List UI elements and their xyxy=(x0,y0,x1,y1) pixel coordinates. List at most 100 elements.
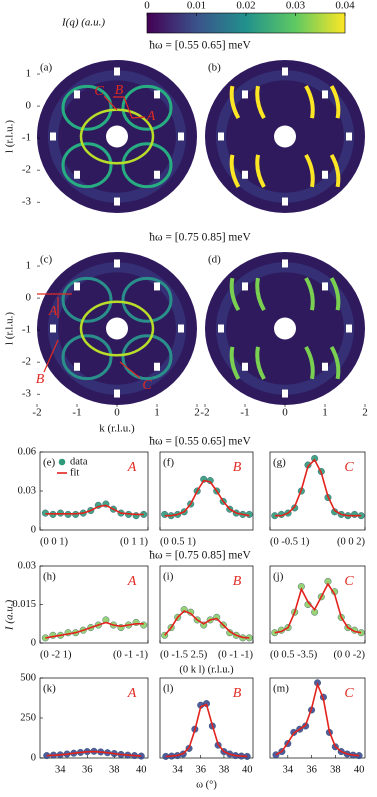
plot-frame xyxy=(159,451,254,531)
panel-label: (i) xyxy=(163,571,174,583)
x-tick-label: 36 xyxy=(306,764,317,775)
y-tick-label: 0 xyxy=(31,752,36,763)
masked-pixel xyxy=(322,90,328,99)
panel-label: (f) xyxy=(163,457,174,469)
panel-label: (d) xyxy=(208,254,221,266)
intensity-ring xyxy=(61,84,113,131)
data-point xyxy=(351,510,359,518)
fit-line xyxy=(45,621,144,639)
annotation: B xyxy=(233,574,242,589)
panel-label: (a) xyxy=(40,62,53,74)
x-tick-label: (0 -1 -1) xyxy=(113,649,148,660)
data-point xyxy=(140,621,148,629)
masked-pixel xyxy=(282,259,288,268)
center-hole xyxy=(274,125,296,148)
x-tick-label: (0 -1 -1) xyxy=(218,649,253,660)
panel-label: (e) xyxy=(43,457,56,469)
panel-label: (g) xyxy=(273,457,286,469)
masked-pixel xyxy=(282,67,288,76)
annotation: C xyxy=(142,378,152,393)
masked-pixel xyxy=(74,282,80,291)
annotation: C xyxy=(94,84,104,99)
intensity-ring xyxy=(61,334,113,381)
data-point xyxy=(161,510,169,518)
legend-label: data xyxy=(70,456,88,467)
intensity-features xyxy=(229,85,341,188)
intensity-ring xyxy=(121,84,173,131)
colorbar-label: I(q) (a.u.) xyxy=(61,17,105,29)
intensity-streak xyxy=(329,277,341,311)
plot-frame xyxy=(159,565,254,644)
masked-pixel xyxy=(242,362,248,371)
intensity-features xyxy=(229,277,341,380)
fit-line xyxy=(275,681,360,757)
intensity-ring xyxy=(121,334,173,381)
intensity-streak xyxy=(255,277,266,312)
y-tick-label: -3 xyxy=(22,196,32,208)
fit-line xyxy=(274,582,362,634)
fit-line xyxy=(274,458,362,517)
annotation: B xyxy=(233,686,242,701)
masked-pixel xyxy=(74,170,80,179)
legend-label: fit xyxy=(70,467,79,478)
x-tick-label: (0 -0.5 1) xyxy=(270,536,310,547)
masked-pixel xyxy=(346,132,352,141)
masked-pixel xyxy=(74,90,80,99)
x-axis-label: (0 k l) (r.l.u.) xyxy=(179,664,234,675)
x-tick-label: -2 xyxy=(200,407,209,419)
annotation: A xyxy=(48,304,58,319)
panel-label: (k) xyxy=(43,683,56,695)
x-tick-label: 0 xyxy=(114,407,120,419)
colorbar-tick-label: 0.03 xyxy=(286,0,306,12)
x-tick-label: 38 xyxy=(330,764,341,775)
y-axis-label: l (r.l.u.) xyxy=(4,120,16,153)
masked-pixel xyxy=(114,67,120,76)
x-tick-label: 34 xyxy=(172,764,183,775)
masked-pixel xyxy=(218,132,224,141)
masked-pixel xyxy=(154,362,160,371)
masked-pixel xyxy=(154,282,160,291)
intensity-streak xyxy=(304,85,315,119)
center-hole xyxy=(106,125,128,148)
plot-frame xyxy=(159,677,254,759)
legend-marker xyxy=(58,458,66,466)
intensity-streak xyxy=(304,345,315,380)
row-title: ħω = [0.75 0.85] meV xyxy=(149,232,251,244)
y-tick-label: -1 xyxy=(22,324,31,336)
annotation: C xyxy=(344,574,354,589)
x-axis-label: k (r.l.u.) xyxy=(99,423,135,435)
plot-frame xyxy=(269,677,366,759)
masked-pixel xyxy=(114,259,120,268)
y-tick-label: 250 xyxy=(20,712,36,723)
y-tick-label: -2 xyxy=(22,356,31,368)
y-tick-label: 0.03 xyxy=(18,560,36,571)
plot-frame xyxy=(269,565,366,644)
annotation: A xyxy=(127,686,137,701)
panel-label: (c) xyxy=(40,254,53,266)
intensity-streak xyxy=(229,277,241,312)
intensity-streak xyxy=(229,346,241,380)
annotation: B xyxy=(115,83,124,98)
intensity-streak xyxy=(229,85,241,120)
masked-pixel xyxy=(74,362,80,371)
x-tick-label: 34 xyxy=(55,764,66,775)
data-point xyxy=(132,512,140,520)
masked-pixel xyxy=(178,324,184,333)
row-title: ħω = [0.75 0.85] meV xyxy=(149,550,251,562)
x-tick-label: 1 xyxy=(322,407,328,419)
annotation-arrow xyxy=(37,293,141,379)
intensity-ring xyxy=(79,300,155,357)
x-tick-label: 38 xyxy=(219,764,230,775)
x-tick-label: (0 -2 1) xyxy=(40,649,72,660)
masked-pixel xyxy=(322,170,328,179)
intensity-ring xyxy=(121,276,173,323)
center-hole xyxy=(274,317,296,340)
panel-label: (j) xyxy=(273,571,284,583)
intensity-streak xyxy=(229,154,241,188)
data-point xyxy=(311,455,319,463)
y-tick-label: 0.06 xyxy=(18,446,36,457)
masked-pixel xyxy=(242,282,248,291)
fit-line xyxy=(45,504,144,516)
colorbar-tick-label: 0 xyxy=(144,0,150,12)
x-tick-label: 40 xyxy=(354,764,365,775)
